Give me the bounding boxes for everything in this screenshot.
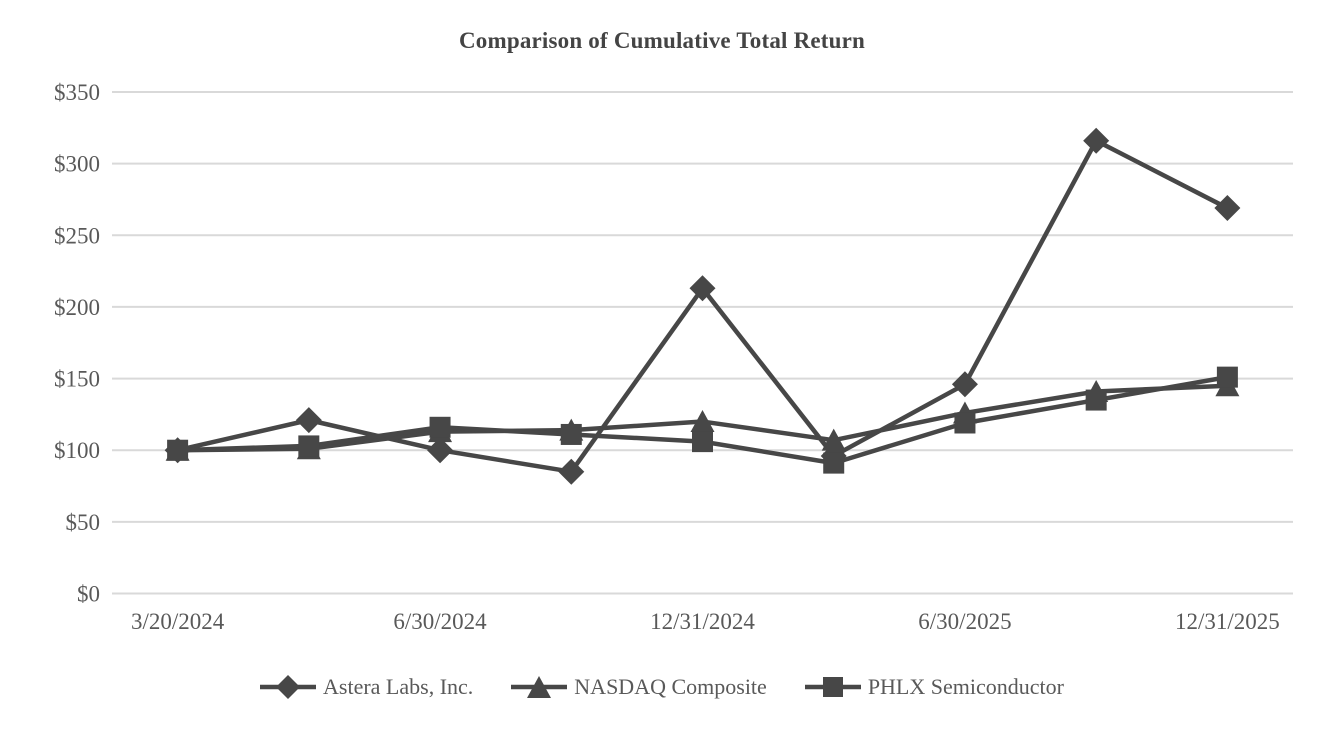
x-axis-tick-label: 12/31/2024 [650,609,755,634]
x-axis-tick-label: 6/30/2024 [393,609,487,634]
square-marker [429,416,451,438]
legend-label-phlx-semiconductor: PHLX Semiconductor [867,674,1064,699]
diamond-marker [1214,195,1241,222]
square-marker [167,439,189,461]
diamond-marker-icon [260,675,317,699]
chart-title: Comparison of Cumulative Total Return [458,28,866,53]
diamond-marker [951,371,978,398]
diamond-marker [689,275,716,302]
y-axis-tick-label: $100 [54,438,100,463]
x-axis-tick-label: 6/30/2025 [918,609,1011,634]
diamond-marker [558,458,585,485]
y-axis-tick-label: $0 [77,582,100,607]
legend-item-phlx-semiconductor: PHLX Semiconductor [804,674,1064,700]
diamond-marker [295,407,322,434]
triangle-marker [821,428,846,451]
legend-label-astera-labs: Astera Labs, Inc. [323,674,474,699]
y-axis-tick-label: $300 [54,152,100,177]
square-marker-icon [804,677,861,697]
plot-area: $0 $50 $100 $150 $200 $250 $300 $350 3/20/2024 6/… [54,80,1293,634]
legend-label-nasdaq-composite: NASDAQ Composite [574,674,767,699]
square-marker [954,412,976,434]
square-marker [1085,389,1107,411]
legend-item-astera-labs: Astera Labs, Inc. [260,674,473,700]
x-axis-tick-label: 3/20/2024 [131,609,225,634]
square-marker [560,423,582,445]
legend-item-nasdaq-composite: NASDAQ Composite [511,674,767,700]
triangle-marker [690,410,715,433]
square-marker [692,431,713,453]
square-marker [823,452,845,474]
y-axis-tick-label: $150 [54,367,100,392]
y-axis-tick-label: $50 [66,510,101,535]
triangle-marker-icon [511,676,568,698]
square-marker [298,435,320,457]
chart-legend: Astera Labs, Inc. NASDAQ Composite PHLX … [0,674,1324,700]
y-axis-tick-label: $200 [54,295,100,320]
x-axis-tick-label: 12/31/2025 [1175,609,1280,634]
diamond-marker [1083,127,1110,154]
square-marker [1216,366,1238,388]
y-axis-tick-label: $250 [54,223,100,248]
y-axis-tick-label: $350 [54,80,100,105]
diamond-marker [427,437,454,464]
